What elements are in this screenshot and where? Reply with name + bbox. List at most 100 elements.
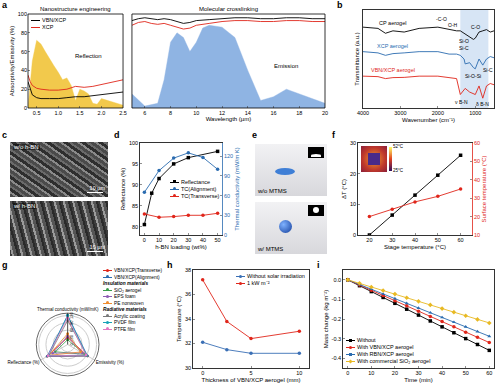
- svg-text:30: 30: [389, 237, 395, 243]
- svg-text:CP aerogel: CP aerogel: [379, 20, 406, 26]
- svg-text:36: 36: [185, 291, 191, 297]
- svg-text:0.0: 0.0: [333, 277, 341, 283]
- svg-text:Thermal conductivity (mW/m K): Thermal conductivity (mW/m K): [234, 147, 240, 231]
- svg-text:5: 5: [249, 370, 252, 376]
- svg-text:Reflection: Reflection: [75, 53, 102, 59]
- svg-text:120: 120: [224, 153, 233, 159]
- svg-text:4000: 4000: [357, 110, 369, 116]
- svg-text:20: 20: [474, 214, 480, 220]
- svg-text:60: 60: [486, 370, 492, 376]
- svg-text:30: 30: [415, 370, 421, 376]
- svg-text:30: 30: [185, 237, 191, 243]
- svg-text:Wavelength (µm): Wavelength (µm): [206, 116, 252, 122]
- svg-text:40: 40: [21, 67, 27, 73]
- svg-text:Mass change (kg m⁻²): Mass change (kg m⁻²): [323, 290, 329, 348]
- svg-text:10: 10: [156, 237, 162, 243]
- svg-text:50: 50: [215, 237, 221, 243]
- svg-text:90: 90: [132, 182, 138, 188]
- svg-text:34: 34: [185, 316, 191, 322]
- svg-text:0: 0: [143, 237, 146, 243]
- svg-text:12: 12: [219, 110, 225, 116]
- svg-text:Temperature (°C): Temperature (°C): [176, 296, 182, 342]
- svg-text:0: 0: [69, 343, 74, 346]
- svg-text:20: 20: [366, 237, 372, 243]
- svg-text:30: 30: [69, 334, 74, 339]
- svg-text:Emission: Emission: [274, 63, 298, 69]
- svg-text:120: 120: [69, 311, 74, 318]
- svg-text:18: 18: [296, 110, 302, 116]
- svg-text:20: 20: [322, 110, 328, 116]
- svg-text:C-O: C-O: [471, 24, 480, 30]
- svg-text:30: 30: [350, 140, 356, 146]
- svg-text:90: 90: [224, 173, 230, 179]
- svg-text:95: 95: [132, 161, 138, 167]
- svg-text:O-H: O-H: [448, 22, 458, 28]
- svg-text:38: 38: [185, 267, 191, 273]
- svg-text:ΔT (°C): ΔT (°C): [341, 179, 347, 199]
- svg-text:100: 100: [18, 11, 27, 17]
- svg-text:Si-C: Si-C: [459, 45, 469, 51]
- svg-text:10: 10: [474, 232, 480, 238]
- svg-text:32: 32: [185, 340, 191, 346]
- svg-text:20: 20: [21, 86, 27, 92]
- svg-text:2.0: 2.0: [98, 110, 106, 116]
- svg-text:40: 40: [200, 237, 206, 243]
- svg-text:0: 0: [201, 370, 204, 376]
- svg-text:0: 0: [346, 370, 349, 376]
- svg-text:Absorptivity/Emissivity (%): Absorptivity/Emissivity (%): [9, 26, 15, 96]
- svg-text:80: 80: [132, 224, 138, 230]
- svg-text:60: 60: [21, 49, 27, 55]
- svg-text:40: 40: [412, 237, 418, 243]
- svg-text:50: 50: [435, 237, 441, 243]
- svg-text:2000: 2000: [432, 110, 444, 116]
- svg-text:20: 20: [392, 370, 398, 376]
- svg-text:16: 16: [270, 110, 276, 116]
- svg-text:Stage temperature (°C): Stage temperature (°C): [384, 244, 446, 250]
- svg-text:Surface temperature (°C): Surface temperature (°C): [481, 155, 487, 222]
- svg-text:6: 6: [143, 110, 146, 116]
- svg-text:-0.4: -0.4: [332, 355, 341, 361]
- svg-text:10: 10: [350, 201, 356, 207]
- svg-text:14: 14: [245, 110, 251, 116]
- svg-text:-0.2: -0.2: [332, 316, 341, 322]
- svg-text:Reflectance (%): Reflectance (%): [7, 360, 40, 365]
- svg-text:Emissivity (%): Emissivity (%): [96, 360, 125, 365]
- svg-text:90: 90: [69, 320, 74, 325]
- svg-text:60: 60: [474, 140, 480, 146]
- svg-text:1.0: 1.0: [54, 110, 62, 116]
- svg-text:δ B-N: δ B-N: [476, 101, 489, 107]
- svg-text:Thermal conductivity (mW/mK): Thermal conductivity (mW/mK): [37, 307, 99, 312]
- svg-text:80: 80: [21, 30, 27, 36]
- svg-text:60: 60: [69, 327, 74, 332]
- svg-text:2.5: 2.5: [119, 110, 127, 116]
- svg-text:0: 0: [24, 105, 27, 111]
- svg-text:-0.3: -0.3: [332, 336, 341, 342]
- svg-text:VBN/XCP aerogel: VBN/XCP aerogel: [371, 67, 415, 73]
- svg-text:50: 50: [463, 370, 469, 376]
- svg-text:h-BN loading (wt%): h-BN loading (wt%): [155, 244, 207, 250]
- svg-text:0.5: 0.5: [33, 110, 41, 116]
- svg-text:60: 60: [458, 237, 464, 243]
- svg-text:Si-O: Si-O: [459, 38, 469, 44]
- svg-text:Si-O-Si: Si-O-Si: [465, 73, 481, 79]
- svg-text:40: 40: [439, 370, 445, 376]
- svg-text:XCP aerogel: XCP aerogel: [377, 43, 408, 49]
- svg-text:3000: 3000: [394, 110, 406, 116]
- svg-text:20: 20: [171, 237, 177, 243]
- svg-text:40: 40: [474, 177, 480, 183]
- svg-text:20: 20: [350, 171, 356, 177]
- svg-text:Transmittance (a.u.): Transmittance (a.u.): [354, 32, 360, 85]
- svg-text:0: 0: [353, 232, 356, 238]
- svg-text:ν B-N: ν B-N: [455, 99, 468, 105]
- svg-text:10: 10: [296, 370, 302, 376]
- svg-text:Wavenumber (cm⁻¹): Wavenumber (cm⁻¹): [402, 117, 455, 123]
- svg-text:Reflectance (%): Reflectance (%): [120, 168, 126, 211]
- svg-text:10: 10: [368, 370, 374, 376]
- svg-text:30: 30: [224, 212, 230, 218]
- svg-text:Thickness of VBN/XCP aerogel (: Thickness of VBN/XCP aerogel (mm): [202, 377, 301, 383]
- svg-text:1000: 1000: [469, 110, 481, 116]
- svg-text:Nanostructure engineering: Nanostructure engineering: [40, 6, 111, 12]
- svg-text:10: 10: [193, 110, 199, 116]
- svg-text:30: 30: [185, 365, 191, 371]
- svg-text:0: 0: [224, 232, 227, 238]
